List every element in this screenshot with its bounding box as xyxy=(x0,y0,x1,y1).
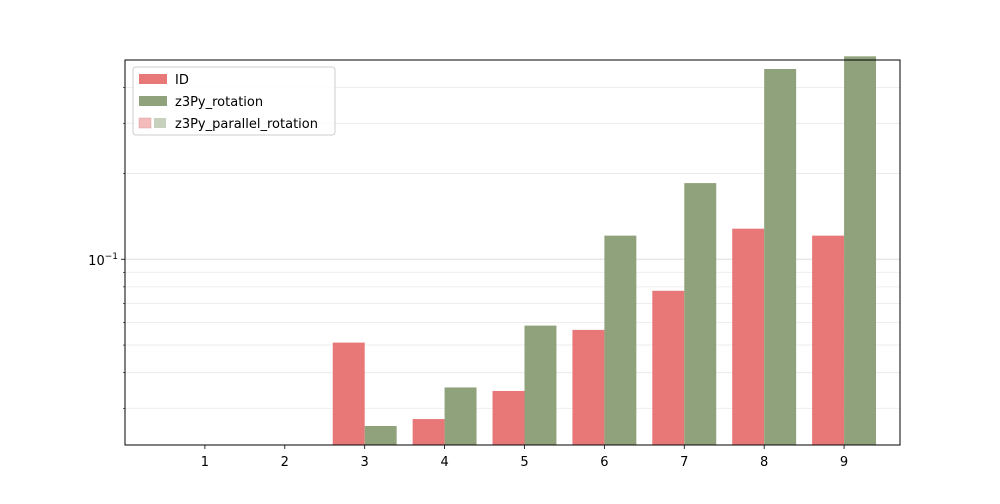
x-tick-label: 5 xyxy=(520,455,528,470)
x-tick-label: 4 xyxy=(440,455,448,470)
legend-entry: z3Py_rotation xyxy=(139,95,263,110)
x-tick-label: 9 xyxy=(840,455,848,470)
bar-z3py-rotation-3 xyxy=(364,425,397,445)
y-tick-label: 10−1 xyxy=(88,252,118,269)
legend-swatch xyxy=(139,74,167,84)
x-tick-label: 8 xyxy=(760,455,768,470)
legend-box xyxy=(132,66,336,136)
bar-id-8 xyxy=(732,228,765,445)
legend: ID z3Py_rotation z3Py_parallel_rotation xyxy=(132,66,336,136)
bar-id-9 xyxy=(812,235,845,445)
y-tick-label-exponent: −1 xyxy=(105,252,118,262)
bar-id-5 xyxy=(492,390,525,445)
legend-swatch xyxy=(139,96,167,106)
legend-entry: ID xyxy=(139,73,189,88)
x-tick-label: 1 xyxy=(201,455,209,470)
x-tick-label: 2 xyxy=(281,455,289,470)
plot-frame xyxy=(124,59,901,446)
bars xyxy=(332,56,877,446)
bar-id-7 xyxy=(652,290,685,445)
x-tick-label: 7 xyxy=(680,455,688,470)
bar-z3py-rotation-4 xyxy=(444,387,477,445)
bar-z3py-rotation-9 xyxy=(844,56,877,445)
bar-z3py-rotation-7 xyxy=(684,183,717,445)
y-tick-label-base: 10 xyxy=(88,254,105,269)
legend-label: ID xyxy=(175,73,189,88)
bar-z3py-rotation-8 xyxy=(764,68,797,446)
legend-swatch xyxy=(138,117,152,129)
legend-label: z3Py_parallel_rotation xyxy=(175,117,318,132)
bar-id-3 xyxy=(332,342,365,445)
x-axis: 1 2 3 4 5 6 7 8 9 xyxy=(201,445,848,470)
x-tick-label: 3 xyxy=(361,455,369,470)
legend-entry: z3Py_parallel_rotation xyxy=(138,117,318,132)
bar-id-6 xyxy=(572,329,605,445)
legend-label: z3Py_rotation xyxy=(175,95,263,110)
bar-z3py-rotation-6 xyxy=(604,235,637,445)
bar-z3py-rotation-5 xyxy=(524,325,557,445)
y-axis: 10−1 xyxy=(88,87,125,409)
x-tick-label: 6 xyxy=(600,455,608,470)
legend-swatch xyxy=(154,118,166,128)
bar-id-4 xyxy=(412,419,445,445)
